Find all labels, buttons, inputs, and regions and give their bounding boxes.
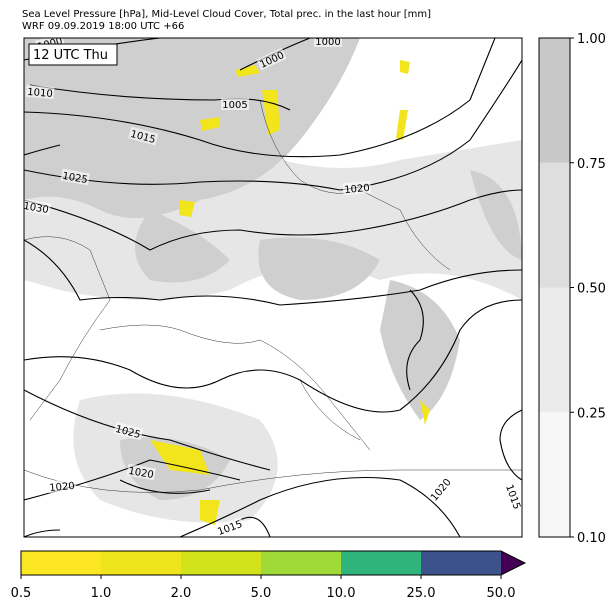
title-line: WRF 09.09.2019 18:00 UTC +66 [22, 21, 184, 32]
colorbar-tick-label: 0.5 [11, 586, 32, 601]
isobar-label-bg [24, 198, 52, 216]
isobar-label-bg [25, 84, 55, 100]
isobar-label-bg [214, 516, 245, 537]
isobar-label: 1000 [315, 37, 340, 48]
isobar-label-bg [426, 474, 454, 504]
colorbar-segment [101, 551, 181, 575]
colorbar-tick-label: 0.75 [577, 157, 606, 172]
colorbar-segment [21, 551, 101, 575]
isobar-label: 1025 [61, 171, 88, 186]
colorbar-tick-label: 25.0 [407, 586, 436, 601]
isobar-label-bg [47, 478, 77, 494]
isobar-label: 1030 [22, 201, 49, 216]
colorbar-tick-label: 50.0 [487, 586, 516, 601]
isobar-label-bg [342, 180, 372, 196]
cloud-colorbar: 0.10 0.25 0.50 0.75 1.00 [538, 32, 606, 546]
colorbar-tick-label: 0.50 [577, 282, 606, 297]
colorbar-segment [539, 162, 570, 288]
isobar-label-bg [113, 421, 144, 441]
colorbar-tick-label: 1.0 [91, 586, 112, 601]
colorbar-tick-label: 2.0 [171, 586, 192, 601]
isobar-label-bg [256, 47, 287, 71]
colorbar-tick-label: 1.00 [577, 32, 606, 47]
isobar-label-bg [126, 463, 157, 481]
isobar-label-bg [221, 98, 249, 110]
isobar-label: 1010 [27, 87, 53, 100]
title-line: Sea Level Pressure [hPa], Mid-Level Clou… [22, 9, 431, 20]
time-label: 12 UTC Thu [33, 48, 108, 63]
isobar-label: 1020 [49, 481, 75, 494]
colorbar-segment [421, 551, 501, 575]
colorbar-tick-label: 10.0 [327, 586, 356, 601]
isobar-label: 1020 [127, 466, 154, 481]
colorbar-frame [20, 550, 527, 576]
isobar-label-bg [128, 126, 159, 146]
isobar-label-bg [503, 481, 522, 512]
colorbar-segment [261, 551, 341, 575]
colorbar-tick-label: 5.0 [251, 586, 272, 601]
colorbar-segment [539, 412, 570, 537]
colorbar-tick-label: 0.10 [577, 531, 606, 546]
precip-colorbar: 0.5 1.0 2.0 5.0 10.0 25.0 50.0 [11, 550, 527, 601]
colorbar-extend [501, 551, 525, 575]
isobar-label: 1020 [344, 183, 370, 196]
isobar-label: 1005 [222, 100, 247, 111]
map: 1000100010001010100510151025103010201025… [22, 37, 523, 538]
time-box [28, 43, 118, 66]
colorbar-segment [539, 38, 570, 163]
colorbar-segment [341, 551, 421, 575]
isobar-label-bg [60, 168, 91, 186]
colorbar-segment [181, 551, 261, 575]
colorbar-tick-label: 0.25 [577, 406, 606, 421]
isobar-label-bg [314, 38, 342, 47]
colorbar-segment [539, 287, 570, 413]
